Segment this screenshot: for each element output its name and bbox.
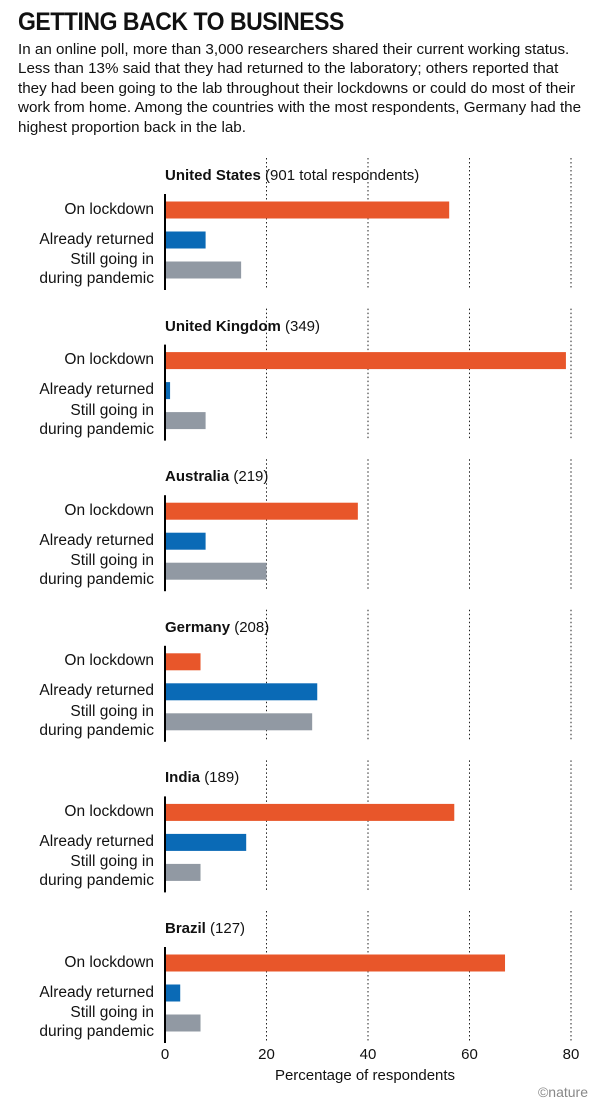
panel-title: United States (901 total respondents)	[165, 167, 419, 184]
bar	[165, 261, 242, 279]
bar	[165, 352, 566, 370]
bar	[165, 562, 267, 580]
x-tick-label: 60	[461, 1046, 478, 1063]
bar	[165, 502, 358, 520]
bar	[165, 412, 206, 430]
category-label: Already returned	[39, 832, 154, 850]
category-label: On lockdown	[64, 802, 154, 820]
panel-title: Australia (219)	[165, 468, 268, 485]
bar	[165, 532, 206, 550]
panel-subtitle: (208)	[234, 618, 270, 636]
description: In an online poll, more than 3,000 resea…	[18, 41, 582, 136]
x-axis-label: Percentage of respondents	[274, 1067, 456, 1084]
bar	[165, 382, 171, 400]
panel-name: Brazil	[165, 920, 206, 937]
category-label: On lockdown	[64, 200, 154, 218]
panel-subtitle: (189)	[204, 769, 240, 787]
credit: ©nature	[537, 1084, 588, 1100]
panel-subtitle: (349)	[285, 317, 321, 335]
category-label: Still going in during pandemic	[39, 552, 154, 589]
x-tick-label: 80	[562, 1046, 580, 1063]
category-label: Still going in during pandemic	[39, 702, 154, 739]
category-label: Already returned	[39, 682, 154, 700]
category-label: Still going in during pandemic	[39, 1004, 154, 1040]
category-label: On lockdown	[64, 652, 154, 670]
category-label: Still going in during pandemic	[39, 251, 154, 287]
bar	[165, 231, 206, 249]
category-label: Still going in during pandemic	[39, 401, 154, 438]
bar	[165, 683, 318, 701]
category-label: On lockdown	[64, 501, 154, 519]
x-tick-label: 40	[359, 1046, 377, 1063]
title: GETTING BACK TO BUSINESS	[18, 8, 344, 36]
bar	[165, 653, 201, 671]
panel-name: United Kingdom	[165, 317, 281, 335]
category-label: Already returned	[39, 230, 154, 248]
panel-name: Germany	[165, 618, 231, 636]
bar	[165, 201, 450, 219]
bar	[165, 713, 313, 731]
panel-title: United Kingdom (349)	[165, 318, 320, 335]
bar	[165, 954, 506, 972]
bar	[165, 984, 181, 1002]
panel-subtitle: (219)	[233, 468, 269, 486]
bar	[165, 803, 455, 821]
category-label: Still going in during pandemic	[39, 853, 154, 890]
x-tick-label: 0	[160, 1046, 170, 1063]
x-tick-label: 20	[258, 1046, 275, 1063]
panel-subtitle: (901 total respondents)	[265, 167, 420, 184]
category-label: Already returned	[39, 983, 154, 1001]
category-label: Already returned	[39, 531, 154, 549]
panel-name: United States	[165, 167, 261, 184]
bar	[165, 863, 201, 881]
category-label: On lockdown	[64, 953, 154, 971]
panel-subtitle: (127)	[210, 920, 246, 937]
panel-name: Australia	[165, 468, 230, 486]
category-label: On lockdown	[64, 351, 154, 369]
panel-name: India	[165, 769, 201, 787]
panel-title: Germany (208)	[165, 619, 269, 636]
panel-title: Brazil (127)	[165, 920, 245, 937]
panel-title: India (189)	[165, 769, 239, 786]
bar	[165, 1014, 201, 1032]
bar	[165, 833, 247, 851]
category-label: Already returned	[39, 381, 154, 399]
